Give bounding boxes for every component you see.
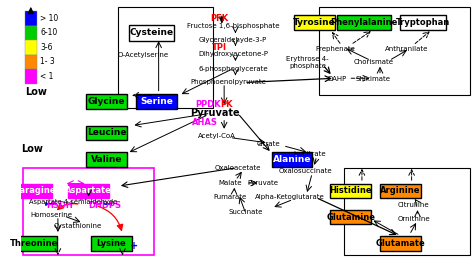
Text: Low: Low [26,87,47,97]
Text: Pyruvate: Pyruvate [190,108,240,118]
Text: TPI: TPI [212,43,227,52]
Bar [26,26,36,40]
FancyBboxPatch shape [330,184,371,198]
Text: Citrulline: Citrulline [398,202,430,208]
FancyBboxPatch shape [68,184,109,198]
Bar [26,55,36,69]
Text: O-Acetylserine: O-Acetylserine [117,52,168,58]
Bar [118,7,213,108]
Text: Asparagine: Asparagine [3,186,57,196]
Text: Malate: Malate [218,180,242,186]
Text: +: + [130,241,138,251]
Text: Cysteine: Cysteine [130,28,174,38]
FancyBboxPatch shape [294,15,335,30]
FancyBboxPatch shape [380,236,420,251]
FancyBboxPatch shape [129,25,174,41]
Text: Glycine: Glycine [88,97,126,106]
FancyBboxPatch shape [12,236,57,251]
FancyBboxPatch shape [91,236,131,251]
Text: Arginine: Arginine [380,186,420,196]
FancyBboxPatch shape [7,184,53,198]
Text: PFK: PFK [210,14,228,23]
Text: Ornithine: Ornithine [398,215,430,222]
Text: AHAS: AHAS [192,118,218,127]
Bar [26,40,36,55]
Text: Shikimate: Shikimate [356,76,391,82]
Text: Valine: Valine [91,155,122,164]
Text: Alpha-Ketoglutarate: Alpha-Ketoglutarate [255,194,325,201]
Text: DAHP: DAHP [328,76,346,82]
Text: AK: AK [75,193,88,202]
Text: Phenylalanine: Phenylalanine [330,18,398,27]
Text: 6-phosphoglycerate: 6-phosphoglycerate [198,65,268,72]
Text: HSDH: HSDH [46,201,73,210]
Text: Tyrosine: Tyrosine [293,18,336,27]
Text: Threonine: Threonine [10,239,59,248]
Text: Glutamine: Glutamine [326,213,375,222]
FancyBboxPatch shape [86,94,127,109]
Text: Aspartate 4-semialdehyde: Aspartate 4-semialdehyde [29,199,117,205]
Text: < 1: < 1 [40,72,54,81]
Text: Tryptophan: Tryptophan [396,18,450,27]
Text: Citrate: Citrate [256,141,280,147]
Text: 6-10: 6-10 [40,28,57,38]
Text: Acetyl-CoA: Acetyl-CoA [199,133,237,139]
Text: Glyceraldehyde-3-P: Glyceraldehyde-3-P [199,36,267,43]
Text: Erythrose 4-
phosphate: Erythrose 4- phosphate [286,56,329,69]
Text: PPDK: PPDK [195,99,221,109]
Text: Lysine: Lysine [96,239,126,248]
Text: Serine: Serine [140,97,173,106]
Text: Low: Low [21,144,43,154]
Bar [23,168,154,255]
Text: Pyruvate: Pyruvate [247,180,278,186]
Text: Alanine: Alanine [273,155,311,164]
Text: Oxaloacetate: Oxaloacetate [215,165,261,171]
Text: > 10: > 10 [40,14,58,23]
Text: Oxalosuccinate: Oxalosuccinate [279,168,332,174]
Text: Succinate: Succinate [228,209,263,215]
Text: Anthranilate: Anthranilate [384,46,428,52]
Text: Glutamate: Glutamate [375,239,425,248]
Text: Fructose 1,6-bisphosphate: Fructose 1,6-bisphosphate [187,23,280,30]
FancyBboxPatch shape [86,152,127,167]
Bar [26,69,36,84]
Text: 1- 3: 1- 3 [40,57,55,66]
Text: PK: PK [220,99,233,109]
Bar [26,11,36,26]
FancyBboxPatch shape [337,15,392,30]
Text: Dihydroxyacetone-P: Dihydroxyacetone-P [198,51,268,57]
Text: Histidine: Histidine [329,186,372,196]
Text: Prephenate: Prephenate [315,46,355,52]
Text: Aspartate: Aspartate [65,186,112,196]
FancyBboxPatch shape [401,15,446,30]
Text: Cystathionine: Cystathionine [53,223,101,230]
FancyBboxPatch shape [86,126,127,140]
Text: Phosphoenolpyruvate: Phosphoenolpyruvate [191,80,266,85]
Text: DHDPS: DHDPS [88,201,121,210]
FancyBboxPatch shape [136,94,177,109]
FancyBboxPatch shape [272,152,312,167]
Text: Homoserine: Homoserine [31,211,73,218]
Text: Chorismate: Chorismate [353,59,393,65]
FancyBboxPatch shape [330,210,371,225]
Text: Leucine: Leucine [87,128,127,138]
Text: Fumarate: Fumarate [213,194,246,201]
Bar [344,168,470,255]
FancyBboxPatch shape [380,184,420,198]
Text: Isocitrate: Isocitrate [294,151,326,157]
Text: 3-6: 3-6 [40,43,53,52]
Bar [319,7,470,95]
